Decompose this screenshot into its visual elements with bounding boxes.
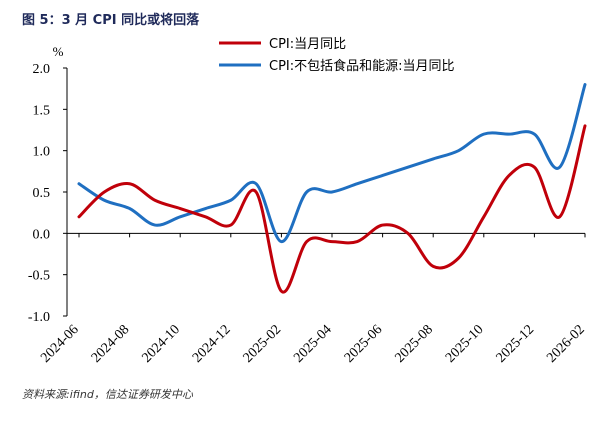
y-tick-label: -0.5 — [28, 269, 50, 284]
y-axis-unit: % — [53, 44, 64, 59]
x-tick-label: 2024-10 — [139, 322, 183, 366]
x-tick-label: 2024-12 — [190, 322, 234, 366]
y-tick-label: 0.0 — [33, 227, 51, 242]
series-line-core-cpi — [77, 83, 587, 244]
y-tick-label: 2.0 — [33, 62, 51, 77]
legend-label: CPI:不包括食品和能源:当月同比 — [269, 58, 455, 74]
x-tick-label: 2026-02 — [544, 322, 588, 366]
source-note: 资料来源:ifind，信达证券研发中心 — [22, 388, 193, 401]
x-tick-label: 2025-12 — [494, 322, 538, 366]
series-line-cpi — [77, 124, 587, 294]
x-tick-label: 2025-08 — [392, 322, 436, 366]
x-tick-label: 2024-08 — [89, 322, 133, 366]
x-tick-label: 2024-06 — [38, 322, 82, 366]
y-tick-label: 1.0 — [33, 145, 51, 160]
chart-title: 图 5：3 月 CPI 同比或将回落 — [22, 13, 200, 28]
x-tick-label: 2025-10 — [443, 322, 487, 366]
x-tick-label: 2025-04 — [291, 322, 335, 366]
y-tick-label: 1.5 — [33, 103, 51, 118]
y-tick-label: -1.0 — [28, 310, 50, 325]
legend-label: CPI:当月同比 — [269, 37, 346, 52]
x-tick-label: 2025-06 — [342, 322, 386, 366]
x-tick-label: 2025-02 — [241, 322, 285, 366]
y-tick-label: 0.5 — [33, 186, 51, 201]
